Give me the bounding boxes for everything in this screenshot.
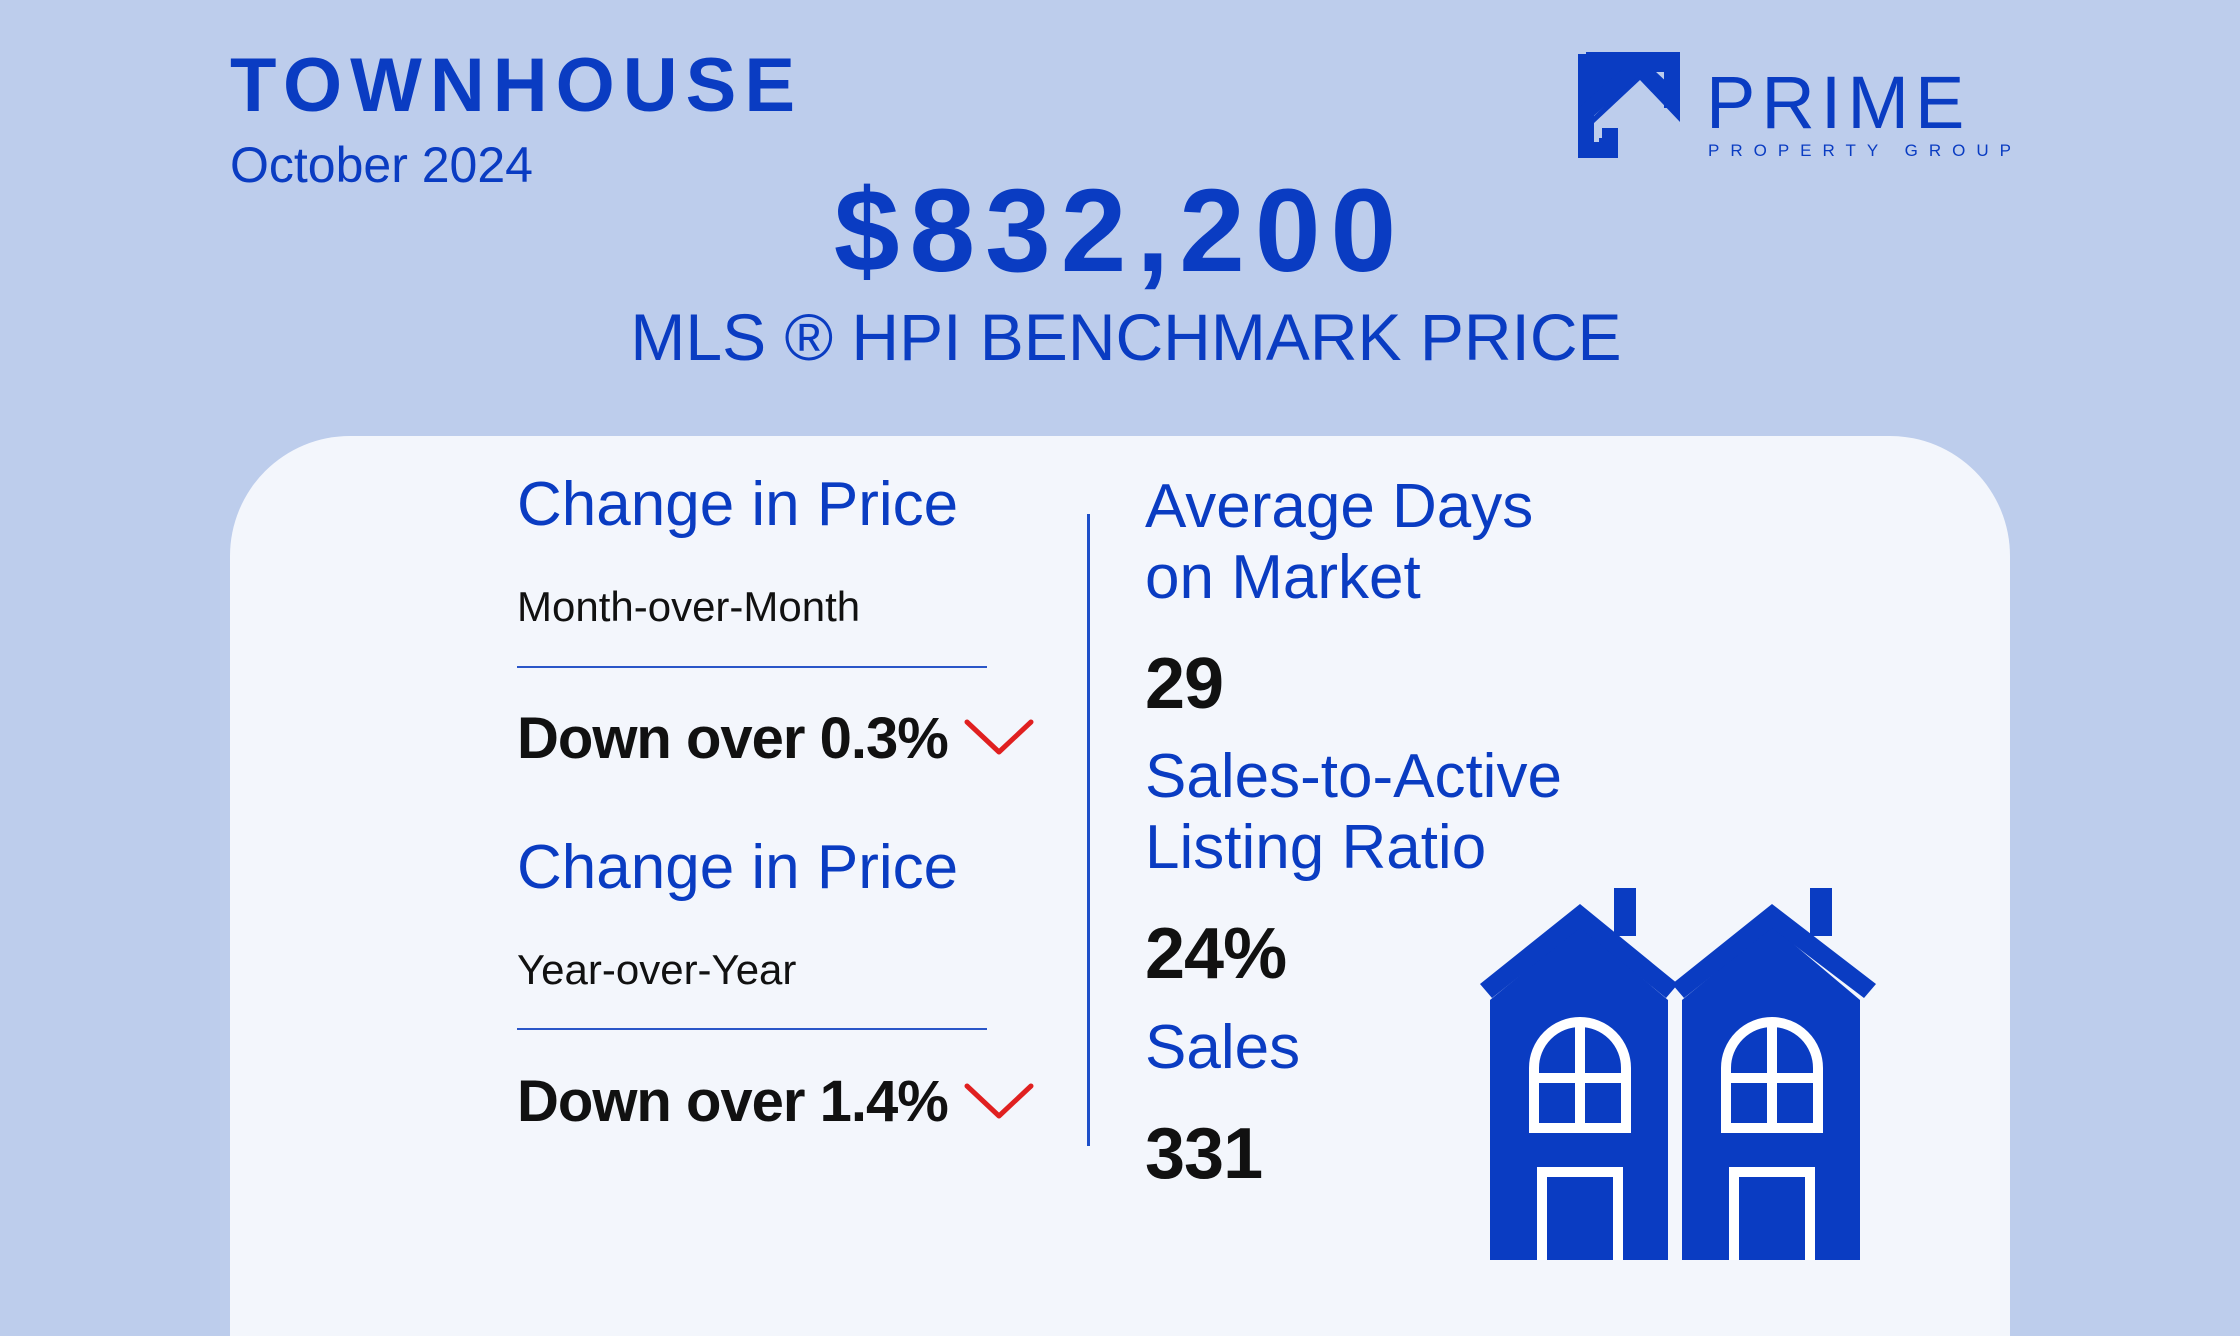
- logo-wordmark: PRIME: [1706, 61, 1971, 144]
- yoy-divider: [517, 1028, 987, 1030]
- ratio-heading-line2: Listing Ratio: [1145, 813, 1487, 882]
- chevron-down-icon: [964, 719, 1034, 755]
- ratio-heading-line1: Sales-to-Active: [1145, 742, 1562, 811]
- benchmark-price: $832,200: [833, 165, 1407, 297]
- yoy-value: Down over 1.4%: [517, 1069, 949, 1134]
- sales-heading: Sales: [1145, 1013, 1301, 1082]
- mom-heading: Change in Price: [517, 470, 959, 539]
- townhouse-icon: [1480, 888, 1876, 1260]
- dom-value: 29: [1145, 644, 1224, 724]
- mom-divider: [517, 666, 987, 668]
- report-date: October 2024: [230, 137, 533, 193]
- dom-heading-line2: on Market: [1145, 543, 1421, 612]
- page-title: TOWNHOUSE: [230, 43, 804, 128]
- sales-value: 331: [1145, 1114, 1263, 1194]
- mom-period: Month-over-Month: [517, 583, 861, 630]
- column-divider: [1087, 514, 1090, 1146]
- logo-tagline: PROPERTY GROUP: [1708, 141, 2022, 160]
- dom-heading-line1: Average Days: [1145, 472, 1534, 541]
- benchmark-label: MLS ® HPI BENCHMARK PRICE: [630, 300, 1622, 374]
- yoy-heading: Change in Price: [517, 833, 959, 902]
- prime-logo-icon: [1578, 52, 1680, 158]
- ratio-value: 24%: [1145, 914, 1287, 994]
- chevron-down-icon: [964, 1083, 1034, 1119]
- mom-value: Down over 0.3%: [517, 706, 949, 771]
- yoy-period: Year-over-Year: [517, 946, 797, 993]
